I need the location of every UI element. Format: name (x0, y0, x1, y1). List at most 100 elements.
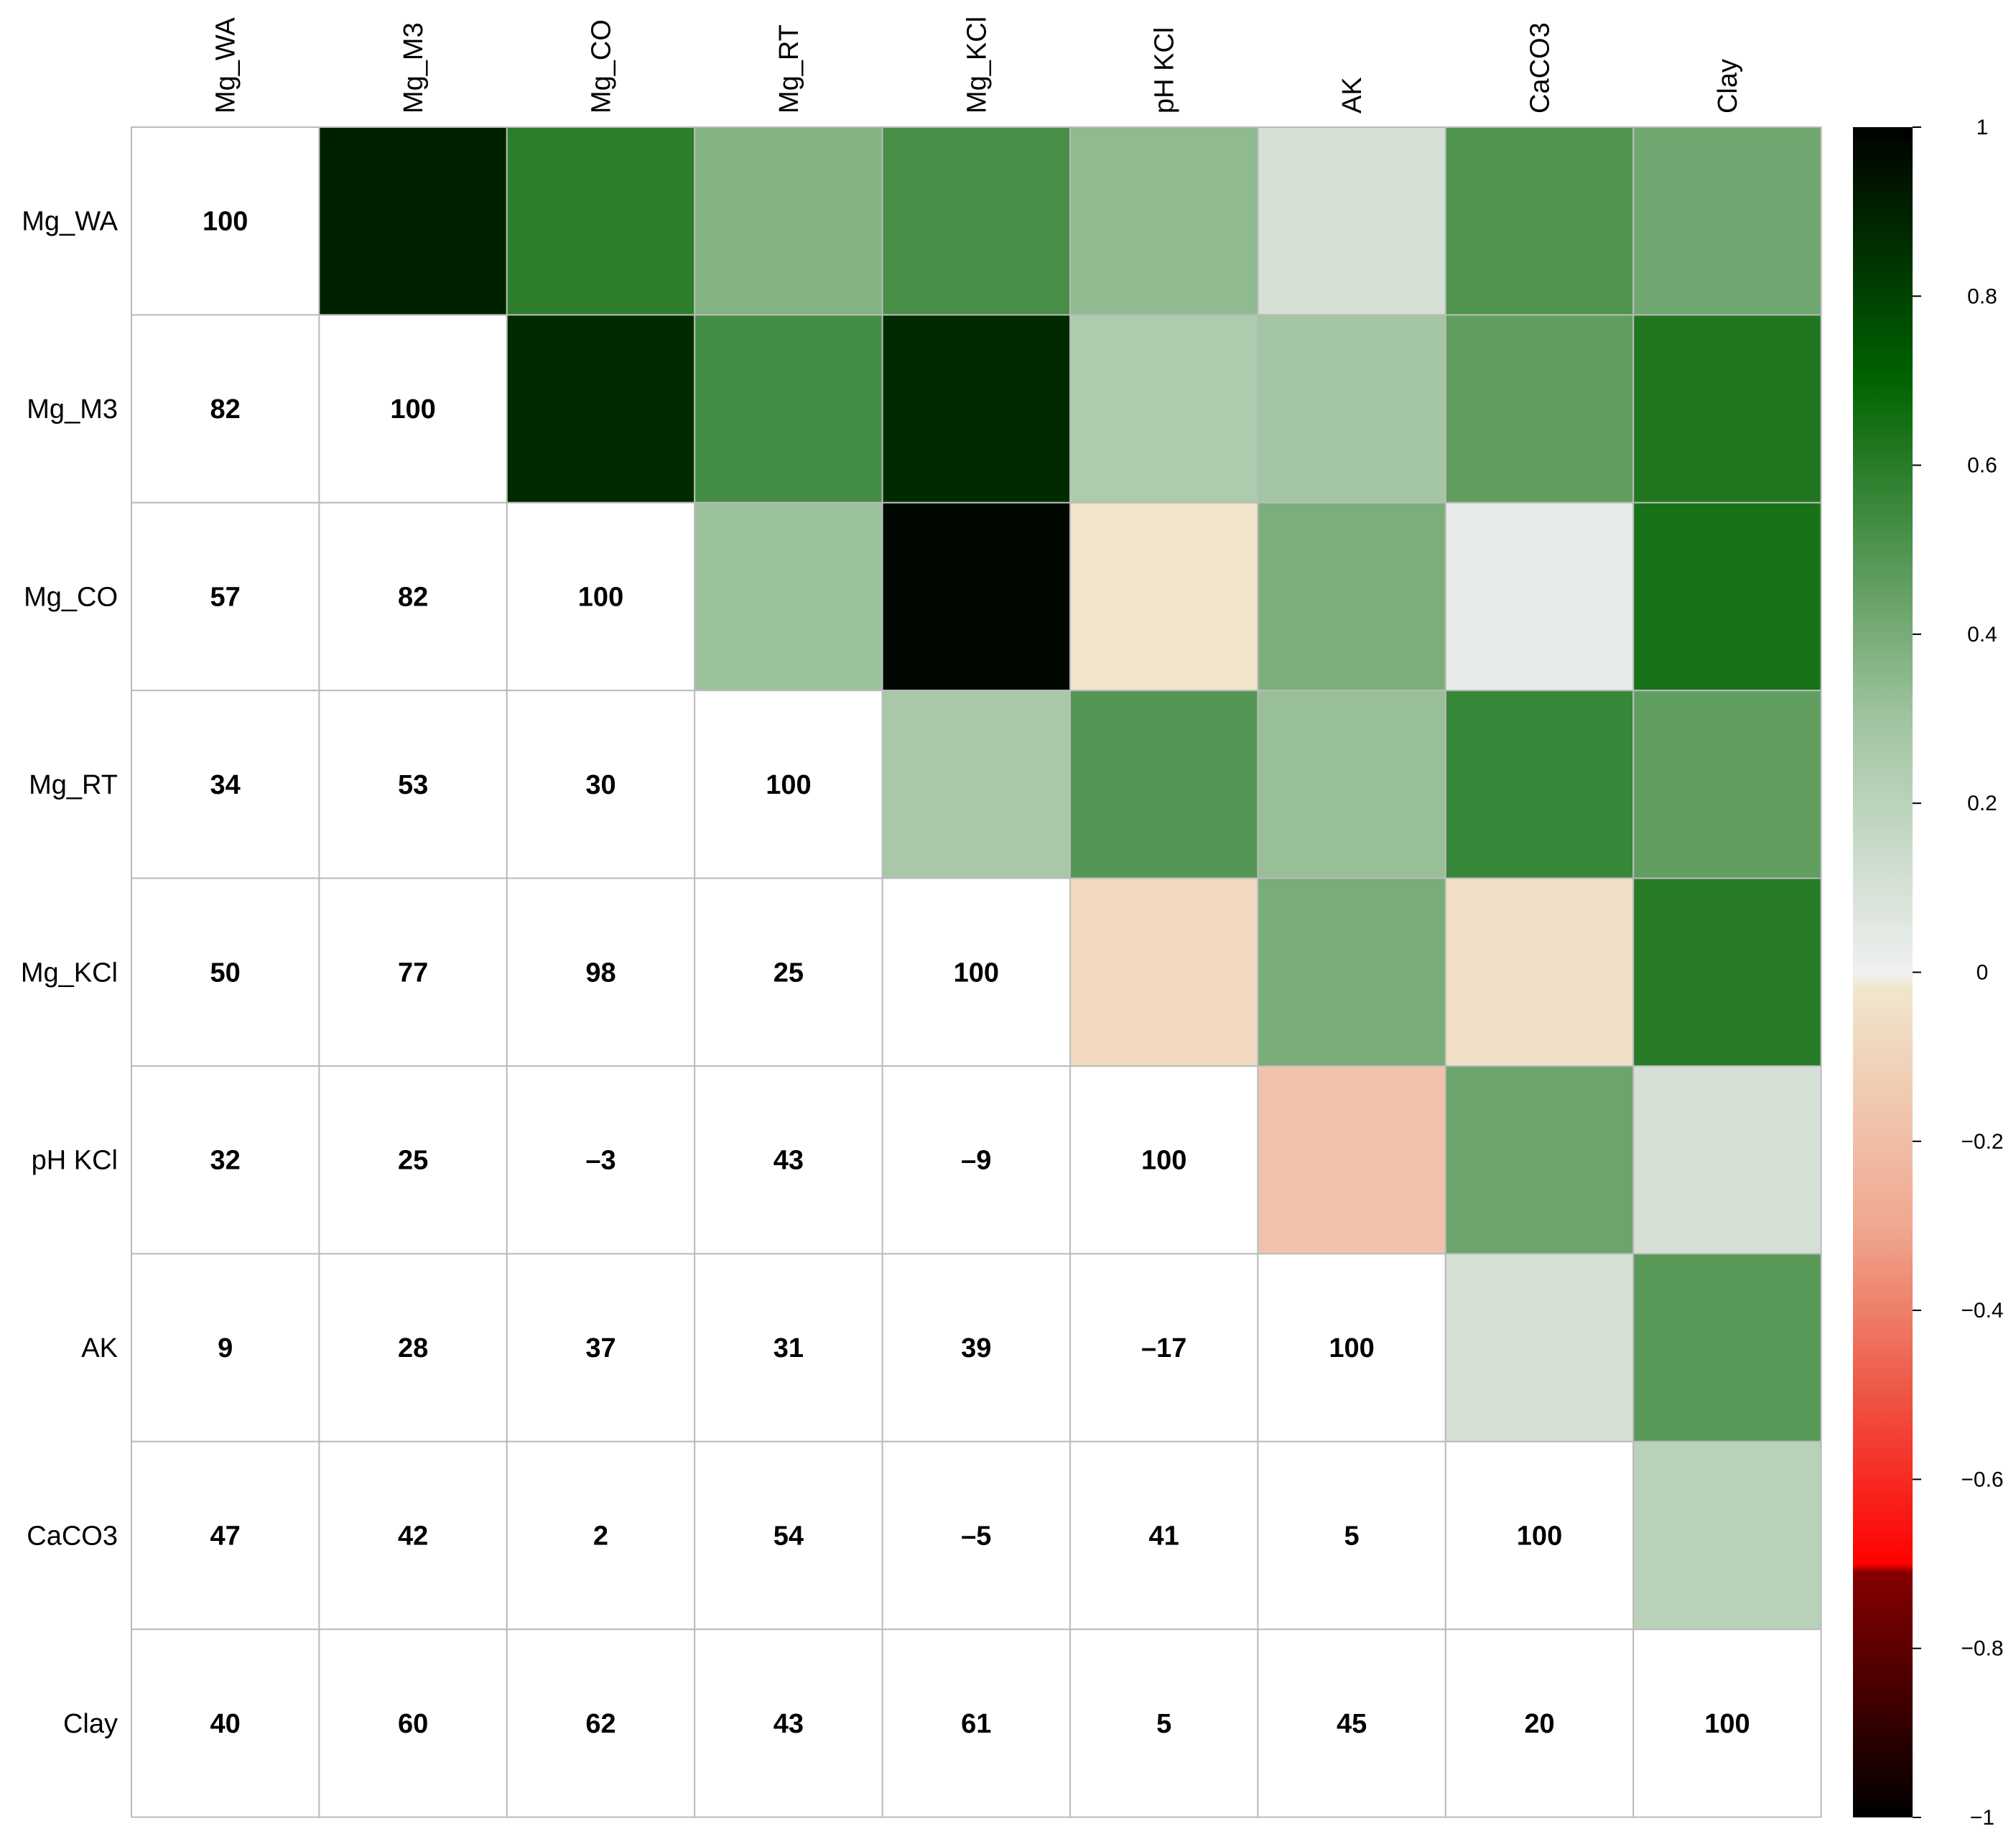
heatmap-cell-colored (1444, 1253, 1635, 1442)
heatmap-cell-colored (881, 501, 1071, 692)
column-label: Mg_WA (211, 17, 241, 113)
cell-value: 100 (954, 958, 999, 988)
heatmap-cell-label (694, 1440, 883, 1631)
heatmap-cell-colored (1257, 501, 1446, 692)
cell-value: –9 (961, 1146, 991, 1176)
column-label: Mg_M3 (399, 22, 429, 113)
cell-value: 100 (1141, 1146, 1186, 1176)
heatmap-cell-colored (881, 314, 1071, 504)
colorbar-tick-label: 0.6 (1967, 454, 1997, 478)
cell-value: 77 (398, 958, 428, 988)
colorbar: 1 0.8 0.6 0.4 0.2 0 −0.2 −0.4 −0.6 −0.8 −1 (1853, 116, 2004, 1830)
heatmap-cell-colored (1632, 501, 1822, 692)
row-label: Mg_M3 (27, 394, 118, 425)
heatmap-cell-colored (694, 126, 883, 316)
cell-value: 82 (398, 583, 428, 613)
heatmap-cell-colored (1257, 877, 1446, 1067)
heatmap-cell-label (506, 1253, 696, 1442)
column-label: AK (1337, 77, 1367, 113)
heatmap-cell-colored (1069, 126, 1259, 316)
cell-value: 43 (774, 1146, 804, 1176)
heatmap-cell-label (131, 877, 320, 1067)
heatmap-cell-label (1444, 1440, 1635, 1631)
row-label: CaCO3 (27, 1521, 118, 1552)
cell-value: 82 (210, 394, 241, 425)
cell-value: 31 (774, 1333, 804, 1363)
heatmap-cell-label (881, 1253, 1071, 1442)
colorbar-tick-label: −1 (1970, 1806, 1994, 1830)
cell-value: 98 (585, 958, 616, 988)
row-labels: Mg_WA Mg_M3 Mg_CO Mg_RT Mg_KCl pH KCl AK CaCO3 C… (21, 207, 119, 1739)
colorbar-tick-label: −0.6 (1961, 1468, 2003, 1491)
column-label: Clay (1713, 59, 1743, 113)
cell-value: 30 (585, 770, 616, 800)
heatmap-cell-label (694, 1065, 883, 1255)
heatmap-cell-label (694, 877, 883, 1067)
cell-value: 5 (1156, 1709, 1171, 1739)
colorbar-tick-label: 0.2 (1967, 792, 1997, 815)
heatmap-cell-label (318, 501, 508, 692)
heatmap-cell-label (1257, 1628, 1446, 1818)
heatmap-cell-label (506, 501, 696, 692)
heatmap-cell-label (506, 1065, 696, 1255)
heatmap-cell-colored (1632, 1253, 1822, 1442)
cell-value: 20 (1524, 1709, 1554, 1739)
heatmap-cell-label (881, 1628, 1071, 1818)
heatmap-cell-colored (1069, 690, 1259, 879)
heatmap-cell-colored (881, 690, 1071, 879)
heatmap-cell-label (131, 1628, 320, 1818)
column-label: Mg_RT (774, 24, 804, 113)
heatmap-cell-colored (1444, 877, 1635, 1067)
cell-value: –17 (1141, 1333, 1186, 1363)
cell-value: 54 (774, 1521, 804, 1552)
cell-value: 100 (1517, 1521, 1562, 1552)
heatmap-cell-colored (1632, 690, 1822, 879)
heatmap-cell-label (1069, 1628, 1259, 1818)
heatmap-cell-colored (694, 314, 883, 504)
heatmap-cell-colored (1632, 877, 1822, 1067)
heatmap-cell-colored (1444, 126, 1635, 316)
heatmap-cell-label (1257, 1440, 1446, 1631)
cell-value: 2 (593, 1521, 608, 1552)
column-label: Mg_CO (587, 19, 617, 113)
row-label: Mg_WA (22, 207, 118, 237)
heatmap-cell-colored (1444, 1065, 1635, 1255)
heatmap-cell-label (131, 1440, 320, 1631)
colorbar-tick-label: −0.2 (1961, 1130, 2003, 1154)
heatmap-cell-colored (694, 501, 883, 692)
heatmap-cell-colored (1444, 314, 1635, 504)
heatmap-cell-colored (1069, 314, 1259, 504)
heatmap-cell-colored (1257, 126, 1446, 316)
heatmap-cell-label (506, 877, 696, 1067)
heatmap-cell-label (131, 1253, 320, 1442)
heatmap-cell-label (881, 1065, 1071, 1255)
heatmap-cell-colored (1632, 126, 1822, 316)
heatmap-cell-colored (1444, 690, 1635, 879)
cell-value: 47 (210, 1521, 241, 1552)
heatmap-cell-colored (1632, 1440, 1822, 1631)
colorbar-tick-label: 1 (1976, 116, 1989, 139)
row-label: Mg_RT (29, 770, 118, 800)
heatmap-cell-colored (1257, 690, 1446, 879)
cell-value: 39 (961, 1333, 991, 1363)
colorbar-tick-label: 0.4 (1967, 623, 1997, 647)
cell-value: 57 (210, 583, 241, 613)
heatmap-cell-label (1632, 1628, 1822, 1818)
cell-value: 100 (203, 207, 248, 237)
cell-value: 32 (210, 1146, 241, 1176)
column-label: pH KCl (1150, 27, 1180, 113)
column-label: Mg_KCl (962, 17, 992, 113)
heatmap-cell-label (506, 1440, 696, 1631)
cell-value: 43 (774, 1709, 804, 1739)
heatmap-cell-colored (1257, 1065, 1446, 1255)
cell-value: 50 (210, 958, 241, 988)
cell-value: 41 (1149, 1521, 1179, 1552)
heatmap-cell-label (131, 1065, 320, 1255)
heatmap-cell-colored (506, 314, 696, 504)
cell-value: 100 (390, 394, 435, 425)
heatmap-cell-label (318, 690, 508, 879)
heatmap-cell-label (1069, 1440, 1259, 1631)
heatmap-cell-label (1257, 1253, 1446, 1442)
cell-value: 61 (961, 1709, 991, 1739)
